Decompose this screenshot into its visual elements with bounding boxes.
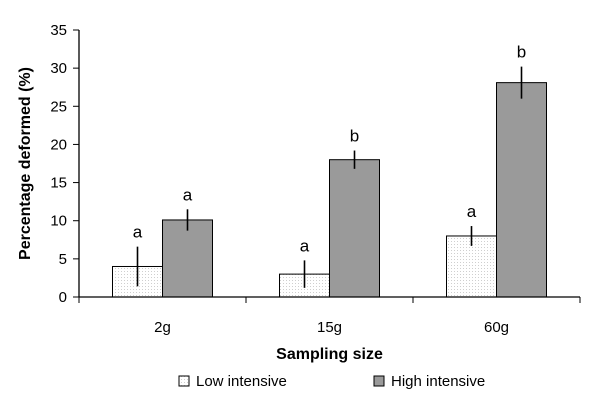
legend-label-high: High intensive (391, 373, 485, 390)
y-tick-label: 25 (50, 98, 67, 115)
x-tick-label: 60g (484, 319, 509, 336)
significance-label: b (350, 127, 359, 146)
y-tick-label: 10 (50, 213, 67, 230)
bar-high-2g (162, 219, 213, 298)
y-tick-label: 35 (50, 22, 67, 39)
bar-low-60g (446, 235, 497, 298)
legend-swatch-low (178, 375, 190, 387)
legend: Low intensive High intensive (178, 373, 485, 390)
legend-label-low: Low intensive (196, 373, 287, 390)
bar-high-60g (496, 82, 547, 298)
bars: a a a a b b (112, 43, 547, 298)
significance-label: a (133, 223, 143, 242)
y-tick-label: 15 (50, 175, 67, 192)
y-tick-label: 30 (50, 60, 67, 77)
significance-label: a (300, 236, 310, 255)
bar-high-15g (329, 159, 380, 298)
y-tick-label: 5 (59, 251, 67, 268)
significance-label: a (467, 202, 477, 221)
y-tick-label: 20 (50, 136, 67, 153)
significance-label: b (517, 43, 526, 62)
significance-label: a (183, 185, 193, 204)
y-axis-ticks: 0 5 10 15 20 25 30 35 (50, 22, 79, 306)
legend-swatch-high (373, 375, 385, 387)
x-axis-title: Sampling size (276, 346, 383, 363)
x-tick-label: 15g (317, 319, 342, 336)
y-axis-title: Percentage deformed (%) (17, 67, 34, 260)
x-axis-ticks: 2g 15g 60g (78, 297, 581, 336)
x-tick-label: 2g (154, 319, 171, 336)
y-tick-label: 0 (59, 289, 67, 306)
